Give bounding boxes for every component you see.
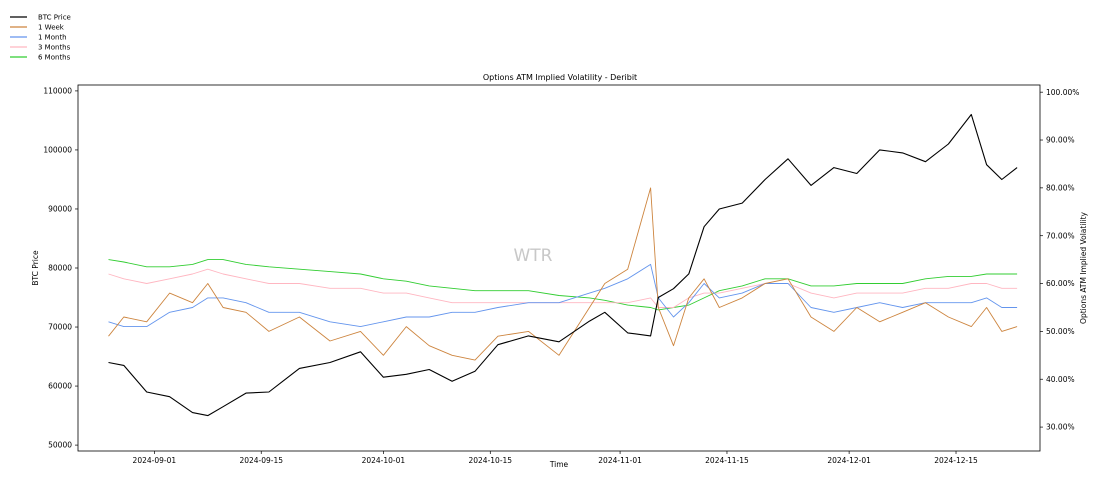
series-line-3-months (108, 268, 1018, 308)
x-axis: 2024-09-01 2024-09-15 2024-10-01 2024-10-15… (133, 451, 978, 465)
x-tick-label: 2024-12-01 (827, 456, 871, 465)
legend-label-1-month: 1 Month (38, 34, 67, 42)
series-line-btc-price (108, 113, 1018, 417)
y-tick-label: 80000 (48, 264, 72, 273)
y2-tick-label: 60.00% (1046, 279, 1075, 288)
plot-series (108, 113, 1018, 417)
y2-tick-label: 40.00% (1046, 375, 1075, 384)
legend-label-6-months: 6 Months (38, 54, 71, 62)
y2-tick-label: 50.00% (1046, 327, 1075, 336)
x-tick-label: 2024-10-15 (468, 456, 512, 465)
y-tick-label: 50000 (48, 441, 72, 450)
series-line-1-month (108, 263, 1018, 328)
y2-tick-label: 30.00% (1046, 423, 1075, 432)
x-tick-label: 2024-10-01 (362, 456, 406, 465)
x-tick-label: 2024-09-15 (239, 456, 283, 465)
y-tick-label: 90000 (48, 205, 72, 214)
y2-tick-label: 80.00% (1046, 183, 1075, 192)
y-axis-left: 50000 60000 70000 80000 90000 100000 110000 (43, 87, 78, 450)
series-line-6-months (108, 259, 1018, 311)
y-axis-right: 30.00% 40.00% 50.00% 60.00% 70.00% 80.00% 90.0… (1040, 88, 1079, 432)
legend-label-1-week: 1 Week (38, 24, 65, 32)
y2-tick-label: 90.00% (1046, 136, 1075, 145)
legend: BTC Price 1 Week 1 Month 3 Months 6 Mont… (10, 14, 71, 62)
x-tick-label: 2024-09-01 (133, 456, 177, 465)
x-tick-label: 2024-11-01 (598, 456, 642, 465)
y-axis-label: BTC Price (31, 250, 40, 286)
plot-frame (77, 84, 1041, 452)
y2-tick-label: 100.00% (1046, 88, 1079, 97)
y-tick-label: 100000 (43, 146, 72, 155)
y2-axis-label: Options ATM Implied Volatility (1079, 211, 1088, 323)
y2-tick-label: 70.00% (1046, 231, 1075, 240)
x-tick-label: 2024-12-15 (934, 456, 978, 465)
y-tick-label: 60000 (48, 382, 72, 391)
x-tick-label: 2024-11-15 (705, 456, 749, 465)
series-line-1-week (108, 187, 1018, 361)
x-axis-label: Time (549, 460, 569, 469)
y-tick-label: 110000 (43, 87, 72, 96)
y-tick-label: 70000 (48, 323, 72, 332)
legend-label-btc-price: BTC Price (38, 14, 71, 22)
watermark: WTR (513, 246, 552, 266)
chart-title: Options ATM Implied Volatility - Deribit (483, 73, 637, 82)
legend-label-3-months: 3 Months (38, 44, 71, 52)
